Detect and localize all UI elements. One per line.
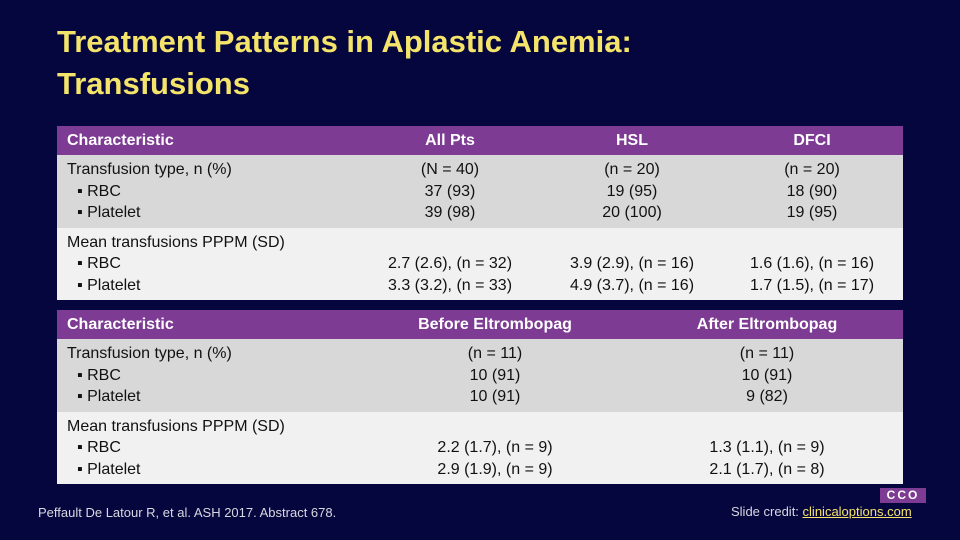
credit: Slide credit: clinicaloptions.com <box>731 504 912 519</box>
cell-line: 1.6 (1.6), (n = 16) <box>749 255 875 272</box>
cell-line: 3.9 (2.9), (n = 16) <box>569 255 695 272</box>
cell-line: ▪ Platelet <box>77 388 141 405</box>
cell-line: ▪ RBC <box>77 255 121 272</box>
cell-line: 2.9 (1.9), (n = 9) <box>437 460 553 478</box>
header-cell: Before Eltrombopag <box>418 316 572 333</box>
table-row <box>57 227 903 300</box>
logo: CCO <box>880 488 926 503</box>
cell-line: (n = 20) <box>784 161 840 178</box>
citation: Peffault De Latour R, et al. ASH 2017. A… <box>38 505 337 520</box>
cell-line: 39 (98) <box>424 204 476 221</box>
cell-line: 37 (93) <box>424 182 476 200</box>
credit-label: Slide credit: <box>731 504 799 519</box>
cell-line: 10 (91) <box>741 366 793 384</box>
cell-line: (n = 20) <box>604 161 660 178</box>
cell-line: (n = 11) <box>739 345 795 362</box>
cell-line: ▪ Platelet <box>77 276 141 294</box>
table-row <box>57 155 903 228</box>
cell-line: Transfusion type, n (%) <box>67 161 232 178</box>
cell-line: ▪ RBC <box>77 366 121 384</box>
table-row <box>57 339 903 412</box>
cell-line: ▪ Platelet <box>77 460 141 478</box>
header-cell: DFCI <box>793 132 831 149</box>
cell-line: 19 (95) <box>786 204 838 221</box>
title-line: Treatment Patterns in Aplastic Anemia: <box>57 24 632 59</box>
header-row <box>57 126 903 155</box>
cell-line: 19 (95) <box>606 182 658 200</box>
cell-line: 10 (91) <box>469 388 521 405</box>
cell-line: Mean transfusions PPPM (SD) <box>67 417 285 435</box>
cell-line: (N = 40) <box>420 161 480 178</box>
cell-line: 20 (100) <box>602 204 662 221</box>
cell-line: 2.1 (1.7), (n = 8) <box>709 460 825 478</box>
cell-line: ▪ Platelet <box>77 204 141 221</box>
cell-line: 4.9 (3.7), (n = 16) <box>569 276 695 294</box>
cell-line: 2.7 (2.6), (n = 32) <box>387 255 513 272</box>
cell-line: Transfusion type, n (%) <box>67 345 232 362</box>
credit-link[interactable]: clinicaloptions.com <box>802 504 912 519</box>
cell-line: 10 (91) <box>469 366 521 384</box>
cell-line: ▪ RBC <box>77 439 121 456</box>
cell-line: 9 (82) <box>746 388 788 405</box>
cell-line: 3.3 (3.2), (n = 33) <box>387 276 513 294</box>
cell-line: 18 (90) <box>786 182 838 200</box>
header-cell: Characteristic <box>67 132 174 149</box>
header-cell: All Pts <box>425 132 475 149</box>
table-row <box>57 411 903 484</box>
cell-line: (n = 11) <box>467 345 523 362</box>
cell-line: ▪ RBC <box>77 182 121 200</box>
title-line: Transfusions <box>57 66 250 101</box>
cell-line: 1.3 (1.1), (n = 9) <box>709 439 825 456</box>
cell-line: 1.7 (1.5), (n = 17) <box>749 276 875 294</box>
header-cell: Characteristic <box>67 316 174 333</box>
cell-line: 2.2 (1.7), (n = 9) <box>437 439 553 456</box>
header-cell: After Eltrombopag <box>696 316 838 333</box>
header-cell: HSL <box>616 132 648 149</box>
header-row <box>57 310 903 339</box>
cell-line: Mean transfusions PPPM (SD) <box>67 233 285 251</box>
